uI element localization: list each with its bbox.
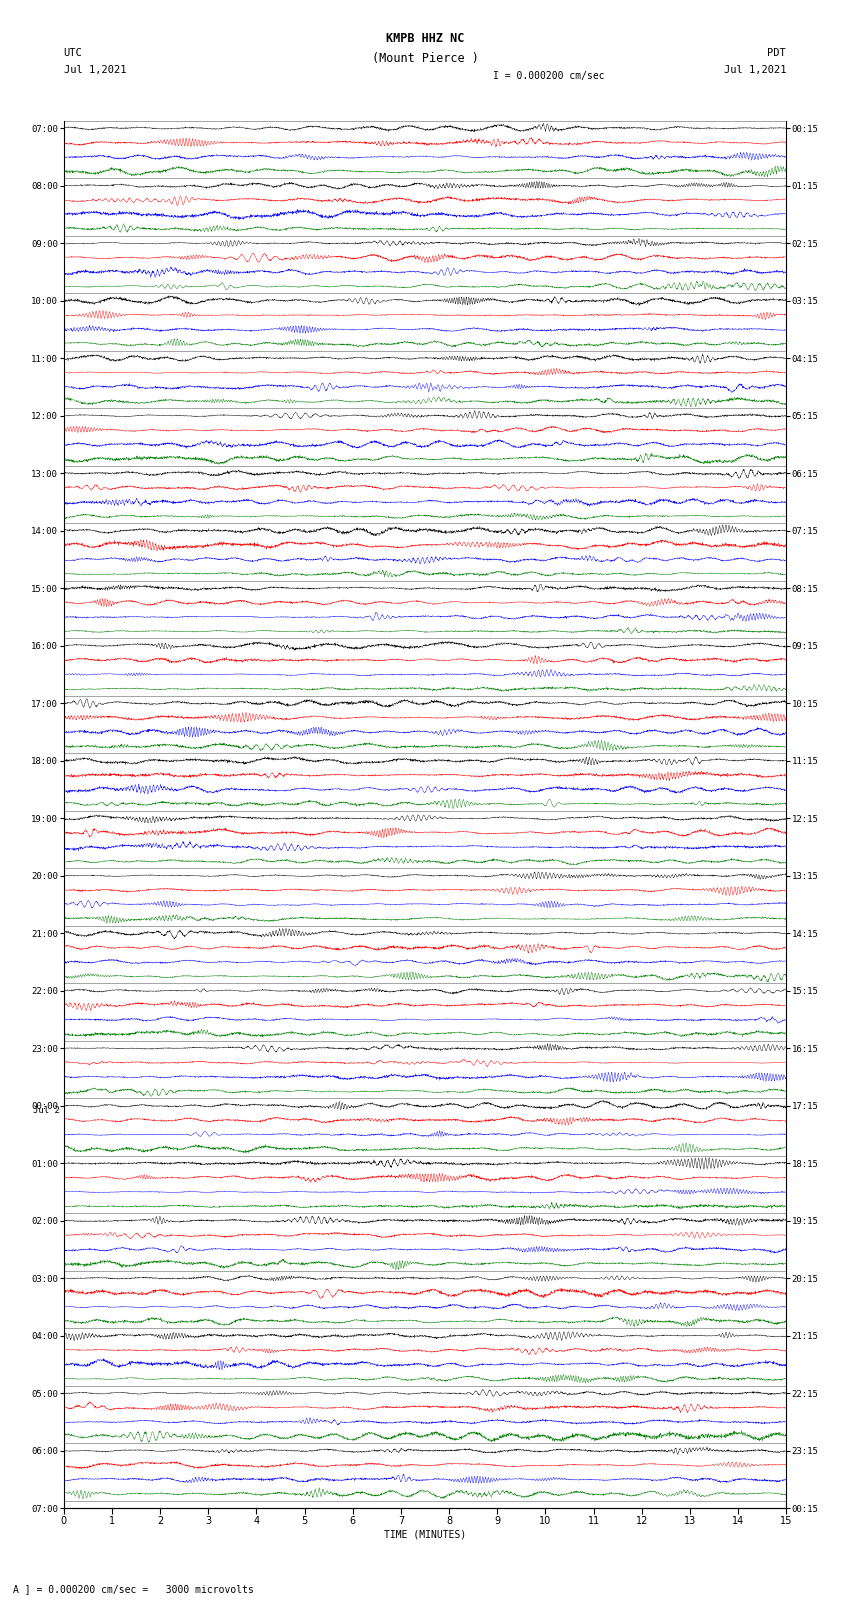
Text: Jul 1,2021: Jul 1,2021 xyxy=(64,65,127,74)
Text: A ] = 0.000200 cm/sec =   3000 microvolts: A ] = 0.000200 cm/sec = 3000 microvolts xyxy=(13,1584,253,1594)
Text: KMPB HHZ NC: KMPB HHZ NC xyxy=(386,32,464,45)
Text: Jul 1,2021: Jul 1,2021 xyxy=(723,65,786,74)
Text: Jul 2: Jul 2 xyxy=(32,1107,60,1115)
Text: (Mount Pierce ): (Mount Pierce ) xyxy=(371,52,479,65)
X-axis label: TIME (MINUTES): TIME (MINUTES) xyxy=(384,1529,466,1539)
Text: PDT: PDT xyxy=(768,48,786,58)
Text: UTC: UTC xyxy=(64,48,82,58)
Text: I = 0.000200 cm/sec: I = 0.000200 cm/sec xyxy=(493,71,604,81)
